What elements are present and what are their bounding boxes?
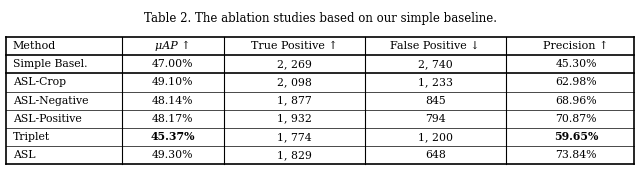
- Text: 845: 845: [425, 95, 445, 106]
- Text: 70.87%: 70.87%: [556, 114, 596, 124]
- Text: Triplet: Triplet: [13, 132, 50, 142]
- Text: Table 2. The ablation studies based on our simple baseline.: Table 2. The ablation studies based on o…: [143, 12, 497, 25]
- Text: μAP ↑: μAP ↑: [155, 41, 191, 51]
- Text: 1, 774: 1, 774: [277, 132, 312, 142]
- Text: 1, 877: 1, 877: [277, 95, 312, 106]
- Text: 47.00%: 47.00%: [152, 59, 193, 69]
- Text: 62.98%: 62.98%: [555, 77, 597, 87]
- Text: Method: Method: [13, 41, 56, 51]
- Text: 1, 829: 1, 829: [277, 150, 312, 160]
- Text: ASL-Negative: ASL-Negative: [13, 95, 88, 106]
- Text: ASL-Positive: ASL-Positive: [13, 114, 81, 124]
- Text: 648: 648: [425, 150, 445, 160]
- Text: 48.14%: 48.14%: [152, 95, 193, 106]
- Text: 2, 269: 2, 269: [277, 59, 312, 69]
- Text: False Positive ↓: False Positive ↓: [390, 41, 480, 51]
- Text: 68.96%: 68.96%: [555, 95, 597, 106]
- Text: 45.37%: 45.37%: [150, 131, 195, 142]
- Text: Simple Basel.: Simple Basel.: [13, 59, 87, 69]
- Text: 2, 740: 2, 740: [418, 59, 452, 69]
- Text: 59.65%: 59.65%: [554, 131, 598, 142]
- Text: 48.17%: 48.17%: [152, 114, 193, 124]
- Text: 1, 200: 1, 200: [418, 132, 452, 142]
- Text: Precision ↑: Precision ↑: [543, 41, 609, 51]
- Text: 1, 233: 1, 233: [418, 77, 452, 87]
- Text: ASL-Crop: ASL-Crop: [13, 77, 66, 87]
- Text: 73.84%: 73.84%: [556, 150, 596, 160]
- Text: 1, 932: 1, 932: [277, 114, 312, 124]
- Text: 49.30%: 49.30%: [152, 150, 193, 160]
- Text: 2, 098: 2, 098: [277, 77, 312, 87]
- Text: 45.30%: 45.30%: [556, 59, 596, 69]
- Text: 49.10%: 49.10%: [152, 77, 193, 87]
- Text: True Positive ↑: True Positive ↑: [251, 41, 338, 51]
- Text: 794: 794: [425, 114, 445, 124]
- Text: ASL: ASL: [13, 150, 35, 160]
